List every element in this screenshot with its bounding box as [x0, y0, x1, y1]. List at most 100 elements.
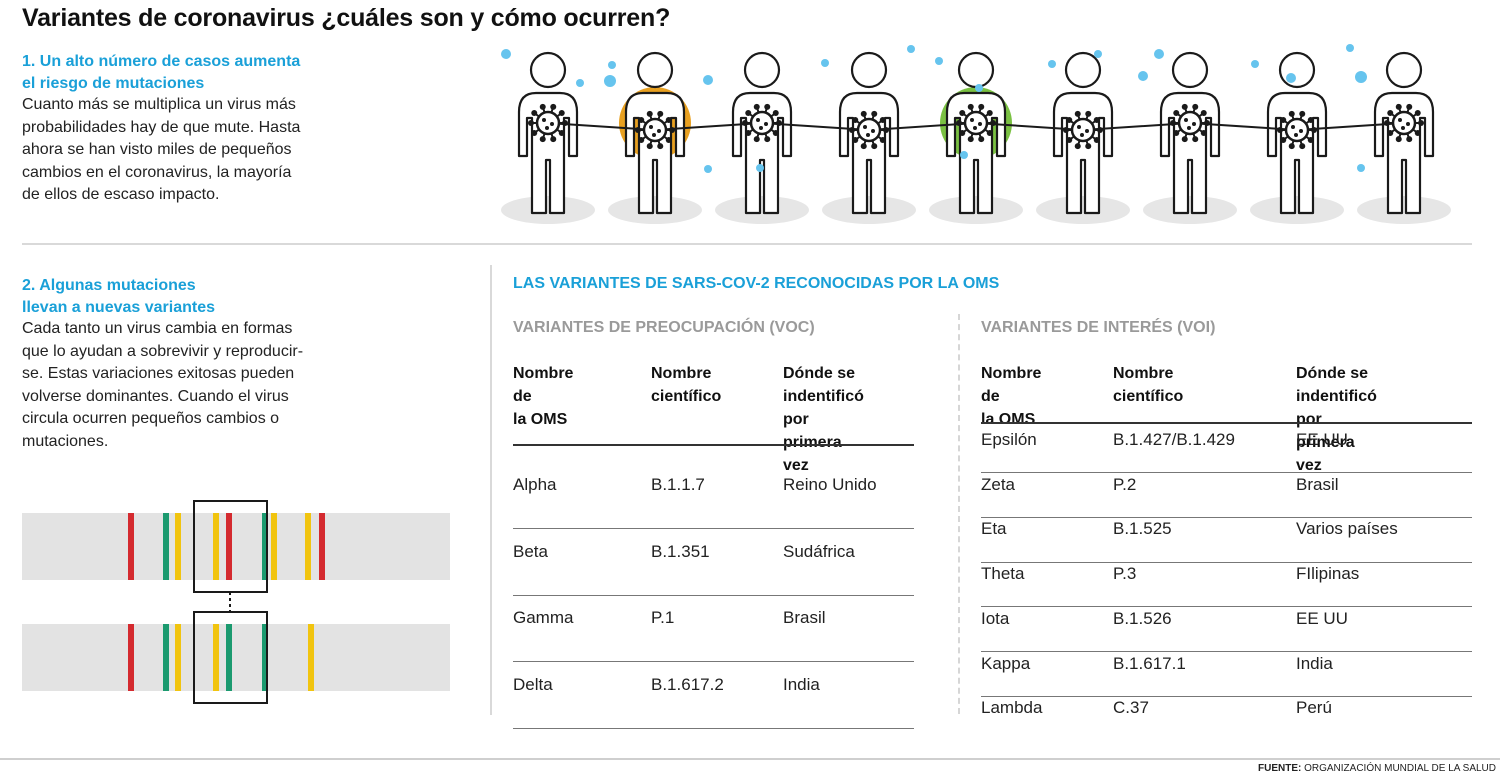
droplet-dot: [604, 75, 616, 87]
section1-body: Cuanto más se multiplica un virus más pr…: [22, 94, 352, 207]
row-rule: [513, 661, 914, 663]
table-cell: B.1.617.1: [1113, 653, 1186, 673]
person-shadow: [1250, 196, 1344, 224]
column-header-line: Dónde se indentificó: [1296, 365, 1377, 405]
section2-heading: 2. Algunas mutaciones llevan a nuevas va…: [22, 275, 215, 319]
person-icon: [1052, 51, 1114, 215]
virus-icon: [1170, 103, 1210, 143]
table-cell: Gamma: [513, 608, 574, 627]
mutation-mark: [175, 624, 181, 691]
section2-body-line: que lo ayudan a sobrevivir y reproducir-: [22, 342, 304, 360]
column-header-line: científico: [1113, 388, 1184, 405]
table-cell: Beta: [513, 541, 548, 561]
table-cell: Brasil: [1296, 474, 1339, 494]
column-header-line: Nombre de: [981, 365, 1042, 405]
mutation-mark: [175, 513, 181, 580]
mutation-mark: [308, 624, 314, 691]
table-cell: Delta: [513, 674, 553, 694]
column-header: Dónde se indentificó por primera vez: [1296, 362, 1377, 477]
droplet-dot: [1355, 71, 1367, 83]
table-divider: [958, 314, 960, 714]
section2-heading-line: 2. Algunas mutaciones: [22, 277, 196, 294]
section1-body-line: probabilidades hay de que mute. Hasta: [22, 118, 301, 136]
person-shadow: [1143, 196, 1237, 224]
voc-title: VARIANTES DE PREOCUPACIÓN (VOC): [513, 319, 815, 336]
person-shadow: [1036, 196, 1130, 224]
table-cell: B.1.525: [1113, 519, 1172, 539]
person-icon: [838, 51, 900, 215]
original-strand: [22, 513, 450, 580]
column-header-line: la OMS: [981, 411, 1036, 428]
mutation-mark: [305, 513, 311, 580]
droplet-dot: [1346, 44, 1354, 52]
table-cell: P.1: [651, 608, 675, 627]
mutation-mark: [319, 513, 325, 580]
mutation-mark: [163, 624, 169, 691]
source-footer: FUENTE: ORGANIZACIÓN MUNDIAL DE LA SALUD: [1258, 763, 1496, 774]
droplet-dot: [608, 61, 616, 69]
mutation-mark: [262, 624, 268, 691]
virus-icon: [956, 103, 996, 143]
row-rule: [981, 606, 1472, 608]
droplet-dot: [1154, 49, 1164, 59]
table-cell: Sudáfrica: [783, 541, 855, 561]
table-cell: Lambda: [981, 698, 1043, 718]
section2-body-line: se. Estas variaciones exitosas pueden: [22, 365, 295, 382]
mutation-mark: [163, 513, 169, 580]
person-shadow: [822, 196, 916, 224]
section-divider: [22, 243, 1472, 245]
column-header-line: indentificó por: [783, 388, 864, 428]
section1-heading-line: el riesgo de mutaciones: [22, 75, 205, 92]
virus-icon: [528, 103, 568, 143]
virus-icon: [849, 110, 889, 150]
section1-body-line: de ellos de escaso impacto.: [22, 186, 220, 203]
section1-heading: 1. Un alto número de casos aumenta el ri…: [22, 51, 300, 95]
row-rule: [981, 561, 1472, 563]
virus-icon: [635, 110, 675, 150]
table-cell: B.1.526: [1113, 608, 1172, 628]
row-rule: [981, 517, 1472, 519]
table-cell: Eta: [981, 519, 1007, 539]
table-cell: C.37: [1113, 698, 1149, 718]
droplet-dot: [1138, 71, 1148, 81]
table-cell: Brasil: [783, 608, 826, 627]
mutation-mark: [213, 624, 219, 691]
footer-divider: [0, 758, 1500, 760]
mutation-mark: [128, 513, 134, 580]
row-rule: [981, 472, 1472, 474]
droplet-dot: [501, 49, 511, 59]
section1-heading-line: 1. Un alto número de casos aumenta: [22, 53, 301, 70]
header-rule: [513, 444, 914, 446]
dna-mutation-figure: [22, 500, 450, 704]
person-shadow: [715, 196, 809, 224]
column-header-line: la OMS: [513, 411, 568, 428]
table-cell: Theta: [981, 564, 1025, 584]
droplet-dot: [960, 151, 968, 159]
virus-icon: [742, 103, 782, 143]
page-title: Variantes de coronavirus ¿cuáles son y c…: [22, 4, 671, 32]
droplet-dot: [1251, 60, 1259, 68]
droplet-dot: [907, 45, 915, 53]
person-icon: [624, 51, 686, 215]
column-header: Nombre de la OMS: [513, 362, 573, 431]
droplet-dot: [576, 79, 584, 87]
section1-body-line: Cuanto más se multiplica un virus más: [22, 96, 296, 113]
row-rule: [513, 528, 914, 530]
section2-body-line: circula ocurren pequeños cambios o: [22, 410, 280, 427]
people-transmission-figure: [501, 44, 1451, 224]
column-header-line: Nombre: [651, 365, 712, 382]
table-cell: Kappa: [981, 653, 1031, 673]
table-cell: EE UU: [1296, 608, 1348, 628]
table-cell: B.1.617.2: [651, 674, 724, 694]
column-header-line: científico: [651, 388, 722, 405]
mutation-mark: [262, 513, 268, 580]
table-cell: Alpha: [513, 475, 557, 494]
droplet-dot: [935, 57, 943, 65]
person-shadow: [608, 196, 702, 224]
table-cell: Varios países: [1296, 519, 1398, 539]
droplet-dot: [1357, 164, 1365, 172]
mutated-strand: [22, 624, 450, 691]
person-shadow: [501, 196, 595, 224]
column-header-line: Nombre de: [513, 365, 574, 405]
table-cell: Reino Unido: [783, 475, 877, 494]
